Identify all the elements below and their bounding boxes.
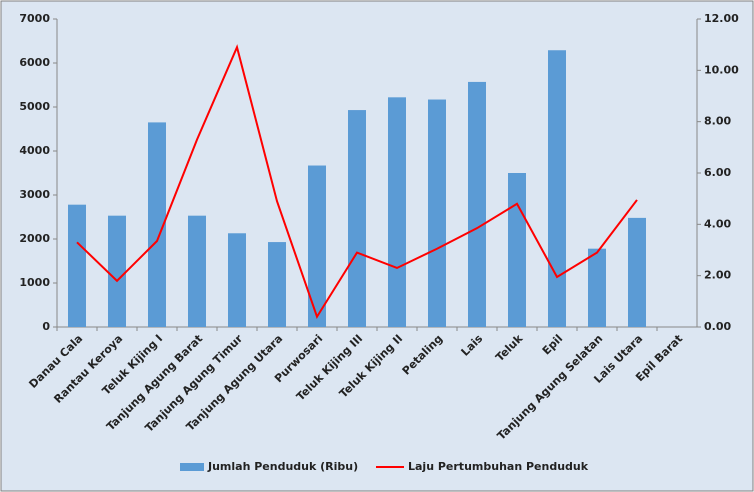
bar xyxy=(68,204,86,327)
y2-tick-label: 12.00 xyxy=(704,12,739,25)
y-tick-label: 3000 xyxy=(19,188,50,201)
bar xyxy=(348,110,366,327)
y-tick-label: 6000 xyxy=(19,56,50,69)
y-tick-label: 7000 xyxy=(19,12,50,25)
bar xyxy=(268,242,286,327)
y-tick-label: 4000 xyxy=(19,144,50,157)
bar xyxy=(588,248,606,327)
bar xyxy=(428,99,446,328)
bar xyxy=(388,97,406,327)
bar xyxy=(188,215,206,327)
y-tick-label: 0 xyxy=(42,320,50,333)
y2-tick-label: 0.00 xyxy=(704,320,731,333)
y2-tick-label: 8.00 xyxy=(704,115,731,128)
bar xyxy=(508,173,526,327)
y-tick-label: 1000 xyxy=(19,276,50,289)
bar xyxy=(308,165,326,327)
legend-label: Laju Pertumbuhan Penduduk xyxy=(408,460,589,473)
y2-tick-label: 4.00 xyxy=(704,217,731,230)
bar xyxy=(108,215,126,327)
bar xyxy=(468,81,486,327)
bar xyxy=(628,217,646,327)
bar xyxy=(548,50,566,328)
y-tick-label: 5000 xyxy=(19,100,50,113)
y-tick-label: 2000 xyxy=(19,232,50,245)
bar xyxy=(148,122,166,328)
y2-tick-label: 2.00 xyxy=(704,269,731,282)
y2-tick-label: 6.00 xyxy=(704,166,731,179)
y2-tick-label: 10.00 xyxy=(704,63,739,76)
line xyxy=(76,44,638,320)
legend-swatch xyxy=(180,463,204,471)
bar xyxy=(228,233,246,327)
legend-label: Jumlah Penduduk (Ribu) xyxy=(207,460,358,473)
